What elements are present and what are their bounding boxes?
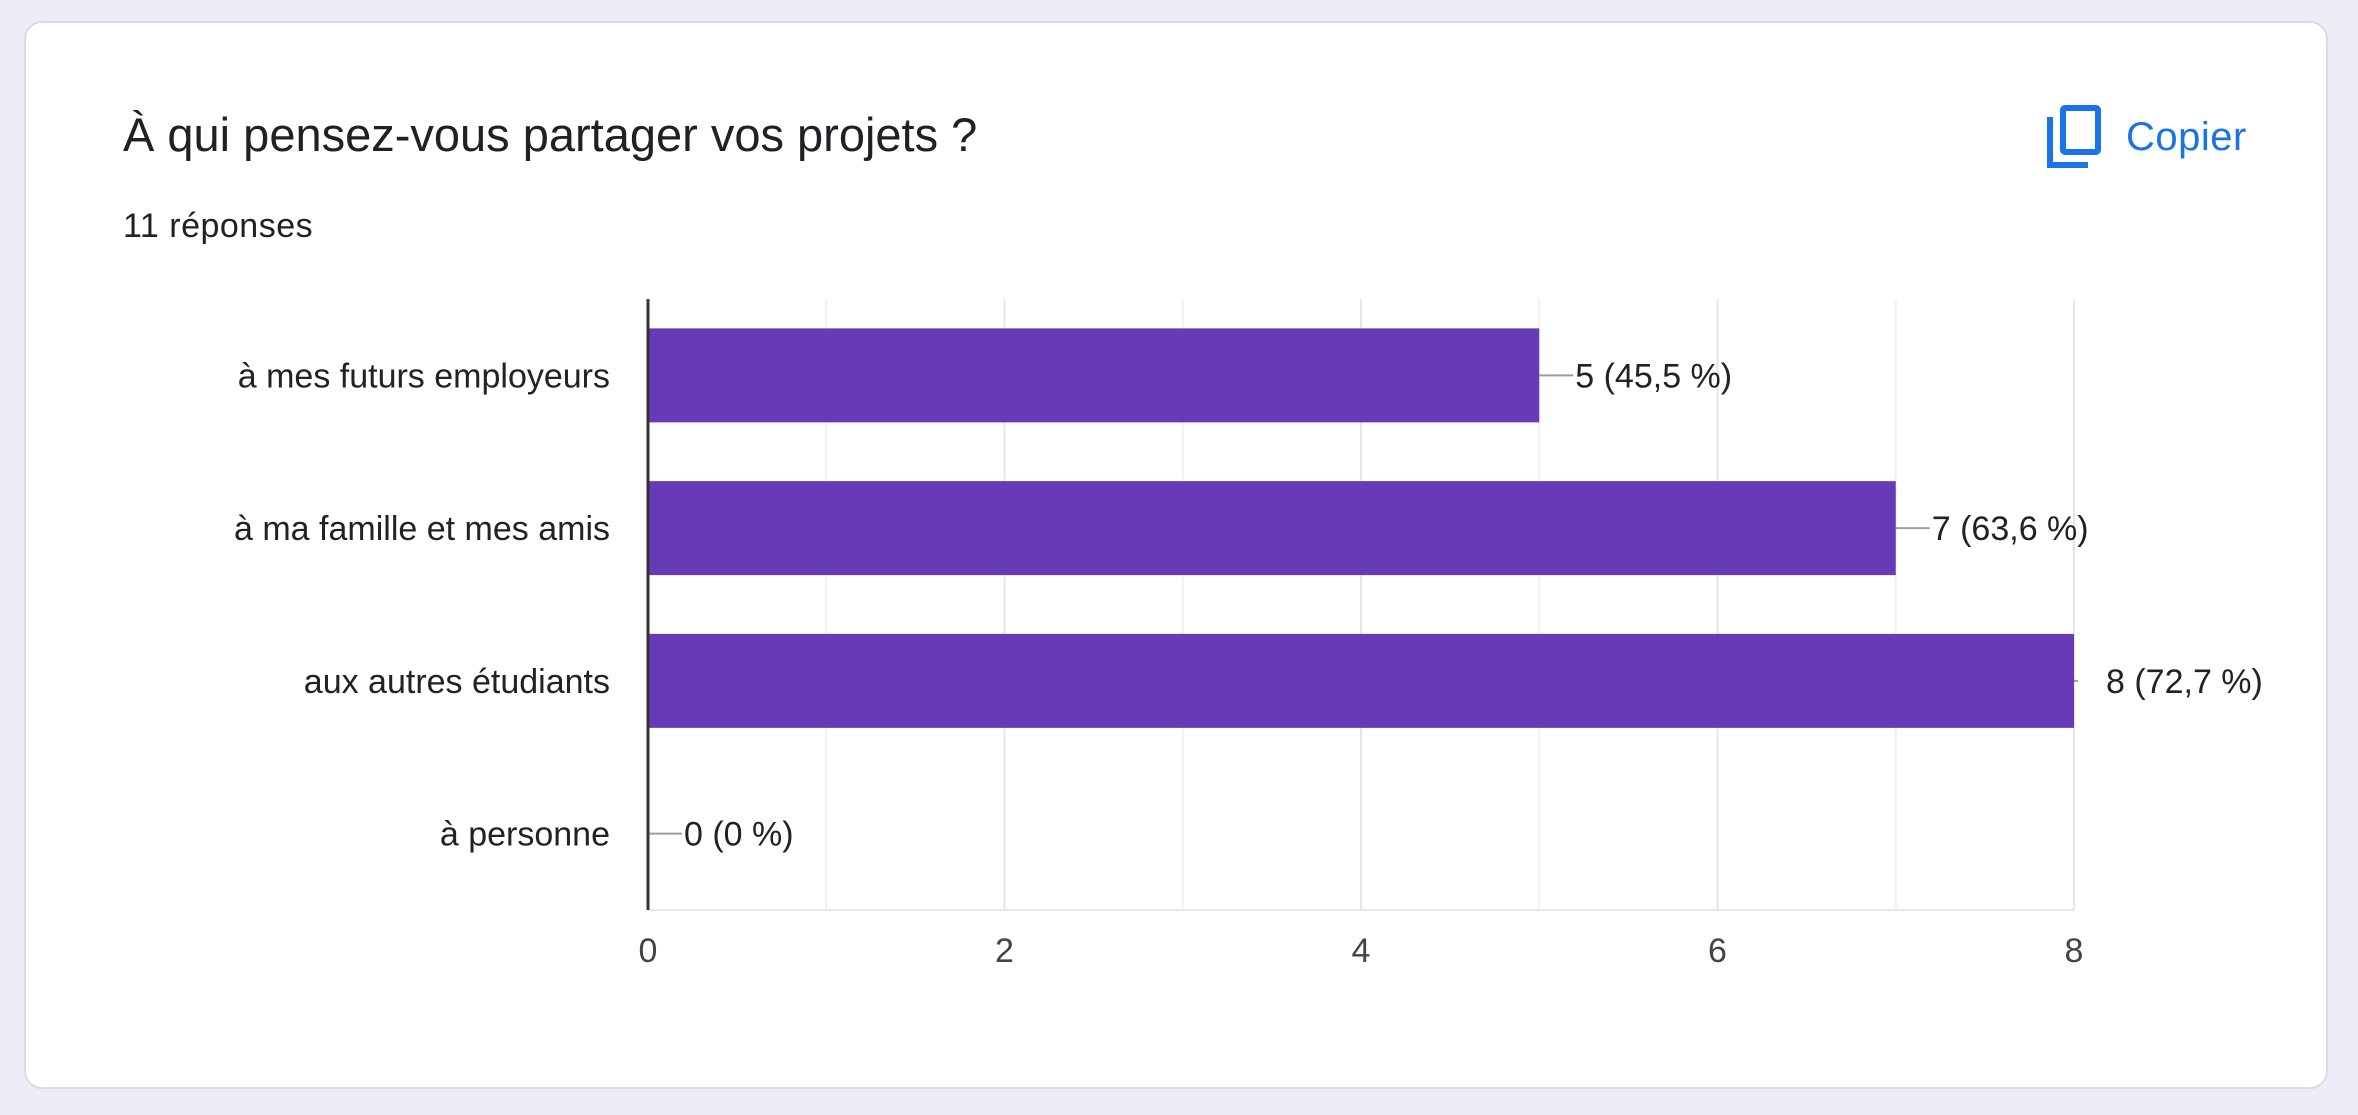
x-tick-label: 4 xyxy=(1352,932,1371,970)
bar xyxy=(648,633,2074,728)
x-tick-label: 2 xyxy=(995,932,1014,970)
category-label: à ma famille et mes amis xyxy=(234,510,610,548)
copy-button[interactable]: Copier xyxy=(2036,101,2265,173)
data-label: 0 (0 %) xyxy=(684,816,794,854)
x-tick-label: 0 xyxy=(639,932,658,970)
category-label: à mes futurs employeurs xyxy=(238,357,610,395)
axis-layer: 0 2 4 6 8 xyxy=(639,299,2084,970)
bar xyxy=(648,481,1896,576)
label-layer: à mes futurs employeurs 5 (45,5 %) à ma fa… xyxy=(234,357,2263,853)
data-label: 7 (63,6 %) xyxy=(1932,510,2089,548)
copy-button-label: Copier xyxy=(2126,114,2247,159)
question-title: À qui pensez-vous partager vos projets ? xyxy=(123,108,978,161)
data-label: 8 (72,7 %) xyxy=(2106,663,2263,701)
copy-icon xyxy=(2047,105,2101,168)
x-tick-label: 8 xyxy=(2065,932,2084,970)
x-tick-label: 6 xyxy=(1708,932,1727,970)
bar xyxy=(648,328,1540,423)
category-label: à personne xyxy=(440,816,610,854)
grid-layer xyxy=(648,299,2075,911)
bar-layer xyxy=(648,328,2074,728)
response-count: 11 réponses xyxy=(123,207,314,245)
data-label: 5 (45,5 %) xyxy=(1575,357,1732,395)
category-label: aux autres étudiants xyxy=(304,663,610,701)
